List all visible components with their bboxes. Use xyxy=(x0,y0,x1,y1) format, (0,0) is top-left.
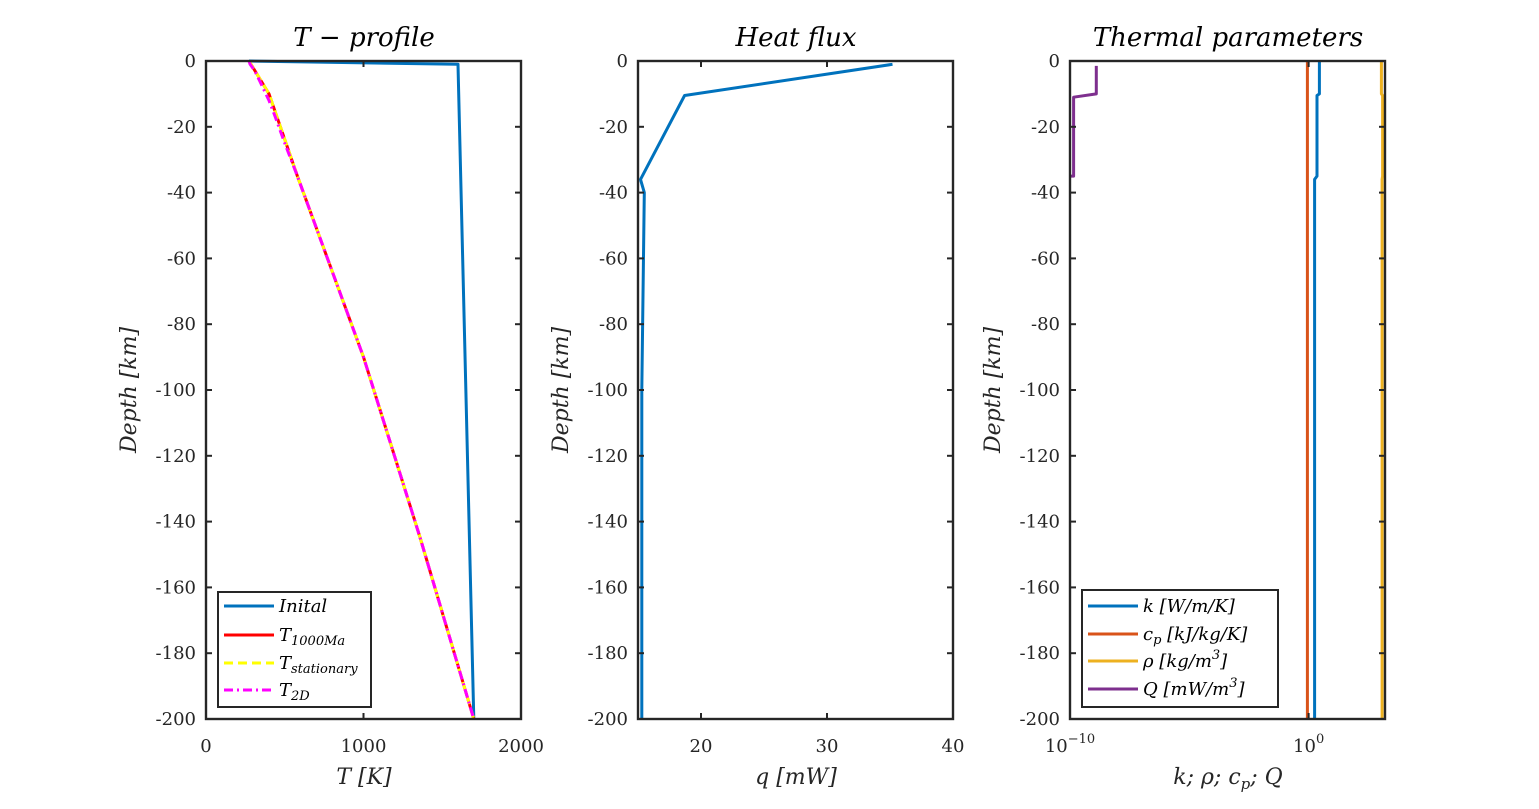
panel-2-title: Heat flux xyxy=(734,23,856,53)
panel-3-series xyxy=(1070,61,1385,719)
panel-3-ytick-label: -200 xyxy=(1020,709,1060,730)
panel-2-ytick-label: -120 xyxy=(588,446,628,467)
panel-2-ytick-label: -140 xyxy=(588,512,628,533)
panel-2-series xyxy=(639,62,893,719)
panel-3-ylabel: Depth [km] xyxy=(981,327,1006,455)
panel-3-xtick-label: 100 xyxy=(1293,732,1324,757)
panel-thermal-parameters: Thermal parameters 0 -20 -40 -60 -80 -100 -120… xyxy=(981,23,1387,793)
panel-3-xlabel: k; ρ; cp; Q xyxy=(1173,765,1282,793)
panel-1-legend: Inital T1000Ma Tstationary T2D xyxy=(217,591,372,708)
panel-t-profile: T − profile 0 -20 -40 -60 -80 -100 -120 -140 -16… xyxy=(117,23,544,790)
panel-1-ytick-label: -60 xyxy=(167,248,196,269)
panel-1-ytick-label: -140 xyxy=(156,512,196,533)
panel-3-series-line-1 xyxy=(1313,61,1321,719)
panel-3-ytick-label: -180 xyxy=(1020,643,1060,664)
panel-2-ytick-label: 0 xyxy=(617,51,628,72)
panel-2-axes-box xyxy=(636,59,955,721)
panel-3-ytick-label: -140 xyxy=(1020,512,1060,533)
panel-2-ytick-label: -160 xyxy=(588,577,628,598)
panel-1-ytick-label: -120 xyxy=(156,446,196,467)
panel-2-ytick-label: -40 xyxy=(599,183,628,204)
panel-3-ytick-label: -80 xyxy=(1031,314,1060,335)
panel-heat-flux: Heat flux 0 -20 -40 -60 -80 -100 -120 -140 -160 -… xyxy=(549,23,964,790)
panel-2-ytick-label: -80 xyxy=(599,314,628,335)
panel-3-ytick-label: -60 xyxy=(1031,248,1060,269)
legend-label-cp: cp [kJ/kg/K] xyxy=(1143,624,1248,648)
panel-2-ytick-label: -100 xyxy=(588,380,628,401)
panel-1-xtick-label: 0 xyxy=(200,736,211,757)
panel-3-ytick-label: -20 xyxy=(1031,117,1060,138)
panel-2-xlabel: q [mW] xyxy=(755,765,837,790)
panel-2-xtick-label: 20 xyxy=(690,736,713,757)
panel-1-ytick-label: -40 xyxy=(167,183,196,204)
panel-1-ytick-label: 0 xyxy=(185,51,196,72)
panel-2-ylabel: Depth [km] xyxy=(549,327,574,455)
panel-1-series xyxy=(247,59,476,720)
panel-3-xtick-label: 10−10 xyxy=(1045,732,1095,757)
legend-label-inital: Inital xyxy=(278,596,327,617)
panel-2-xtick-label: 40 xyxy=(942,736,965,757)
panel-2-series-line-1 xyxy=(639,62,893,719)
panel-3-ticks: 0 -20 -40 -60 -80 -100 -120 -140 -160 -180 -20010−… xyxy=(1020,51,1385,757)
panel-3-ytick-label: -40 xyxy=(1031,183,1060,204)
panel-3-title: Thermal parameters xyxy=(1093,23,1363,53)
panel-3-legend: k [W/m/K] cp [kJ/kg/K] ρ [kg/m3] Q [mW/m… xyxy=(1081,589,1279,708)
panel-1-ytick-label: -160 xyxy=(156,577,196,598)
panel-2-ytick-label: -180 xyxy=(588,643,628,664)
panel-1-ytick-label: -100 xyxy=(156,380,196,401)
panel-1-ytick-label: -20 xyxy=(167,117,196,138)
legend-label-k: k [W/m/K] xyxy=(1143,596,1236,617)
panel-2-xtick-label: 30 xyxy=(816,736,839,757)
panel-2-ytick-label: -20 xyxy=(599,117,628,138)
panel-1-ylabel: Depth [km] xyxy=(117,327,142,455)
legend-label-q: Q [mW/m3] xyxy=(1143,676,1245,700)
panel-2-ytick-label: -200 xyxy=(588,709,628,730)
panel-2-ticks: 0 -20 -40 -60 -80 -100 -120 -140 -160 -180 -200 20 3… xyxy=(588,51,965,757)
panel-1-xtick-label: 2000 xyxy=(498,736,544,757)
panel-3-series-line-3 xyxy=(1379,61,1385,719)
panel-3-series-line-4 xyxy=(1070,65,1098,178)
panel-3-ytick-label: 0 xyxy=(1049,51,1060,72)
panel-3-ytick-label: -120 xyxy=(1020,446,1060,467)
panel-1-ticks: 0-20-40-60-80-100-120-140-160-180-2000 10… xyxy=(156,51,544,757)
panel-1-series-line-1 xyxy=(248,59,476,720)
panel-1-ytick-label: -180 xyxy=(156,643,196,664)
panel-1-series-line-4 xyxy=(247,60,476,720)
legend-label-rho: ρ [kg/m3] xyxy=(1142,648,1228,672)
panel-3-ytick-label: -160 xyxy=(1020,577,1060,598)
panel-1-title: T − profile xyxy=(293,23,434,53)
panel-1-xlabel: T [K] xyxy=(336,765,392,790)
panel-1-ytick-label: -80 xyxy=(167,314,196,335)
panel-2-ytick-label: -60 xyxy=(599,248,628,269)
panel-1-ytick-label: -200 xyxy=(156,709,196,730)
panel-1-legend-box xyxy=(217,591,372,708)
panel-1-xtick-label: 1000 xyxy=(341,736,387,757)
panel-3-ytick-label: -100 xyxy=(1020,380,1060,401)
